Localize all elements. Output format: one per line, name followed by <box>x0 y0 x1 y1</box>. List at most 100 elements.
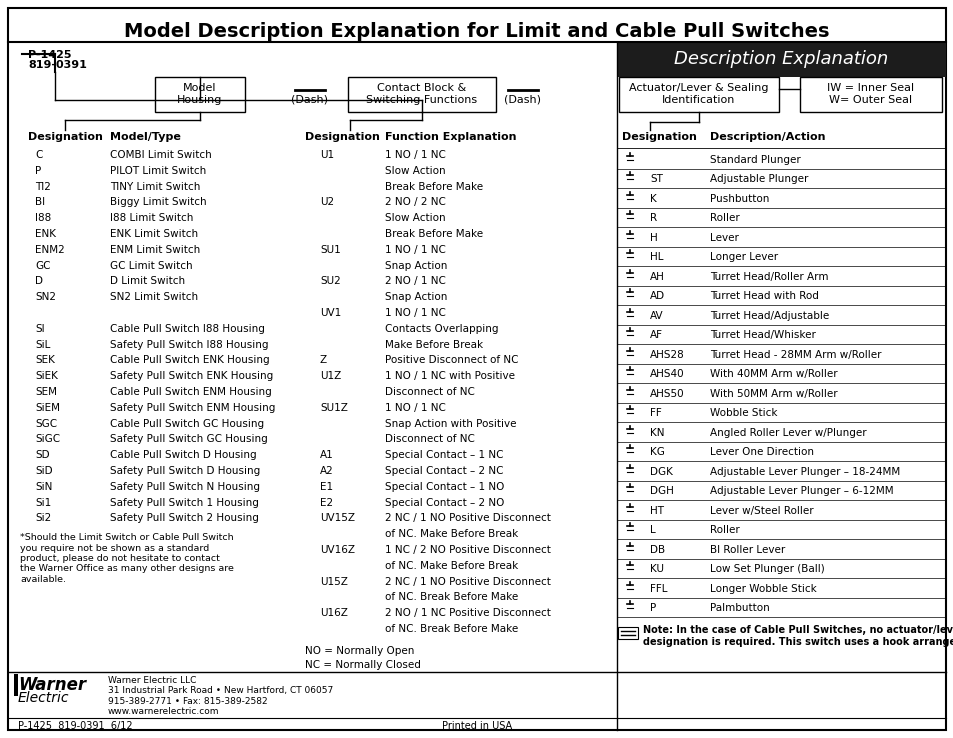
Text: Model/Type: Model/Type <box>110 132 181 142</box>
Text: ST: ST <box>649 174 662 184</box>
Text: NC = Normally Closed: NC = Normally Closed <box>305 660 420 670</box>
Text: Warner Electric LLC
31 Industrial Park Road • New Hartford, CT 06057
915-389-277: Warner Electric LLC 31 Industrial Park R… <box>108 676 333 716</box>
Text: Snap Action with Positive: Snap Action with Positive <box>385 418 516 429</box>
Text: ENM2: ENM2 <box>35 245 65 255</box>
Text: DGK: DGK <box>649 466 672 477</box>
Text: Longer Lever: Longer Lever <box>709 252 778 262</box>
Text: Lever One Direction: Lever One Direction <box>709 447 813 458</box>
Bar <box>617 42 945 77</box>
Text: P-1425  819-0391  6/12: P-1425 819-0391 6/12 <box>18 721 132 731</box>
Text: 819-0391: 819-0391 <box>28 60 87 70</box>
Text: Longer Wobble Stick: Longer Wobble Stick <box>709 584 816 594</box>
Text: Turret Head/Adjustable: Turret Head/Adjustable <box>709 311 828 321</box>
Text: Adjustable Plunger: Adjustable Plunger <box>709 174 807 184</box>
Text: SiGC: SiGC <box>35 435 60 444</box>
Text: ENK Limit Switch: ENK Limit Switch <box>110 229 198 239</box>
Text: Wobble Stick: Wobble Stick <box>709 408 777 418</box>
Text: AHS50: AHS50 <box>649 389 684 399</box>
Text: Si2: Si2 <box>35 514 51 523</box>
Text: 2 NO / 1 NC Positive Disconnect: 2 NO / 1 NC Positive Disconnect <box>385 608 550 618</box>
Text: SN2: SN2 <box>35 292 56 302</box>
Text: Model Description Explanation for Limit and Cable Pull Switches: Model Description Explanation for Limit … <box>124 22 829 41</box>
Text: Safety Pull Switch N Housing: Safety Pull Switch N Housing <box>110 482 260 492</box>
Text: 2 NC / 1 NO Positive Disconnect: 2 NC / 1 NO Positive Disconnect <box>385 514 550 523</box>
Text: SEK: SEK <box>35 356 55 365</box>
Text: Roller: Roller <box>709 525 739 535</box>
Text: With 40MM Arm w/Roller: With 40MM Arm w/Roller <box>709 369 837 379</box>
Text: SiD: SiD <box>35 466 52 476</box>
Text: Turret Head/Whisker: Turret Head/Whisker <box>709 330 815 340</box>
Text: Snap Action: Snap Action <box>385 261 447 271</box>
Text: Contact Block &
Switching Functions: Contact Block & Switching Functions <box>366 83 477 105</box>
Text: BI Roller Lever: BI Roller Lever <box>709 545 784 555</box>
Bar <box>154 77 245 112</box>
Bar <box>14 674 18 696</box>
Text: AF: AF <box>649 330 662 340</box>
Text: P: P <box>649 603 656 613</box>
Text: U1: U1 <box>319 150 334 160</box>
Text: Cable Pull Switch I88 Housing: Cable Pull Switch I88 Housing <box>110 324 265 334</box>
Text: FF: FF <box>649 408 661 418</box>
Text: Safety Pull Switch ENM Housing: Safety Pull Switch ENM Housing <box>110 403 275 413</box>
Text: U2: U2 <box>319 197 334 207</box>
Text: Description Explanation: Description Explanation <box>673 50 887 68</box>
Bar <box>618 77 779 112</box>
Text: Disconnect of NC: Disconnect of NC <box>385 387 475 397</box>
Text: SN2 Limit Switch: SN2 Limit Switch <box>110 292 198 302</box>
Text: 1 NO / 1 NC with Positive: 1 NO / 1 NC with Positive <box>385 371 515 382</box>
Text: SI: SI <box>35 324 45 334</box>
Text: E1: E1 <box>319 482 333 492</box>
Text: Cable Pull Switch ENK Housing: Cable Pull Switch ENK Housing <box>110 356 270 365</box>
Text: Warner: Warner <box>18 676 86 694</box>
Text: Designation: Designation <box>621 132 696 142</box>
Text: 2 NC / 1 NO Positive Disconnect: 2 NC / 1 NO Positive Disconnect <box>385 576 550 587</box>
Text: Adjustable Lever Plunger – 6-12MM: Adjustable Lever Plunger – 6-12MM <box>709 486 893 496</box>
Text: 1 NO / 1 NC: 1 NO / 1 NC <box>385 245 445 255</box>
Text: Pushbutton: Pushbutton <box>709 194 768 204</box>
Text: SU1Z: SU1Z <box>319 403 348 413</box>
Text: Break Before Make: Break Before Make <box>385 182 482 192</box>
Text: P-1425: P-1425 <box>28 50 71 60</box>
Text: Lever w/Steel Roller: Lever w/Steel Roller <box>709 506 813 516</box>
Text: AD: AD <box>649 292 664 301</box>
Text: A1: A1 <box>319 450 334 461</box>
Text: AV: AV <box>649 311 663 321</box>
Text: Safety Pull Switch D Housing: Safety Pull Switch D Housing <box>110 466 260 476</box>
Text: GC Limit Switch: GC Limit Switch <box>110 261 193 271</box>
Text: K: K <box>649 194 656 204</box>
Text: P: P <box>35 166 41 176</box>
Text: KN: KN <box>649 428 664 438</box>
Text: Make Before Break: Make Before Break <box>385 339 482 350</box>
Text: SD: SD <box>35 450 50 461</box>
Text: With 50MM Arm w/Roller: With 50MM Arm w/Roller <box>709 389 837 399</box>
Text: Safety Pull Switch ENK Housing: Safety Pull Switch ENK Housing <box>110 371 273 382</box>
Text: 2 NO / 2 NC: 2 NO / 2 NC <box>385 197 445 207</box>
Text: ENK: ENK <box>35 229 56 239</box>
Text: UV1: UV1 <box>319 308 341 318</box>
Text: of NC. Make Before Break: of NC. Make Before Break <box>385 529 517 539</box>
Text: DGH: DGH <box>649 486 673 496</box>
Text: PILOT Limit Switch: PILOT Limit Switch <box>110 166 206 176</box>
Text: R: R <box>649 213 657 224</box>
Text: FFL: FFL <box>649 584 667 594</box>
Text: IW = Inner Seal
W= Outer Seal: IW = Inner Seal W= Outer Seal <box>826 83 914 105</box>
Text: Break Before Make: Break Before Make <box>385 229 482 239</box>
Text: Z: Z <box>319 356 327 365</box>
Text: Angled Roller Lever w/Plunger: Angled Roller Lever w/Plunger <box>709 428 865 438</box>
Text: 1 NO / 1 NC: 1 NO / 1 NC <box>385 150 445 160</box>
Text: U15Z: U15Z <box>319 576 348 587</box>
Text: HT: HT <box>649 506 663 516</box>
Text: Designation: Designation <box>28 132 103 142</box>
Text: DB: DB <box>649 545 664 555</box>
Text: NO = Normally Open: NO = Normally Open <box>305 646 414 656</box>
Text: L: L <box>649 525 655 535</box>
Text: GC: GC <box>35 261 51 271</box>
Text: Electric: Electric <box>18 691 70 705</box>
Text: SiL: SiL <box>35 339 51 350</box>
Text: Turret Head - 28MM Arm w/Roller: Turret Head - 28MM Arm w/Roller <box>709 350 881 359</box>
Text: Special Contact – 1 NC: Special Contact – 1 NC <box>385 450 503 461</box>
Text: Si1: Si1 <box>35 497 51 508</box>
Text: Model
Housing: Model Housing <box>177 83 222 105</box>
Text: of NC. Break Before Make: of NC. Break Before Make <box>385 624 517 634</box>
Text: Special Contact – 1 NO: Special Contact – 1 NO <box>385 482 504 492</box>
